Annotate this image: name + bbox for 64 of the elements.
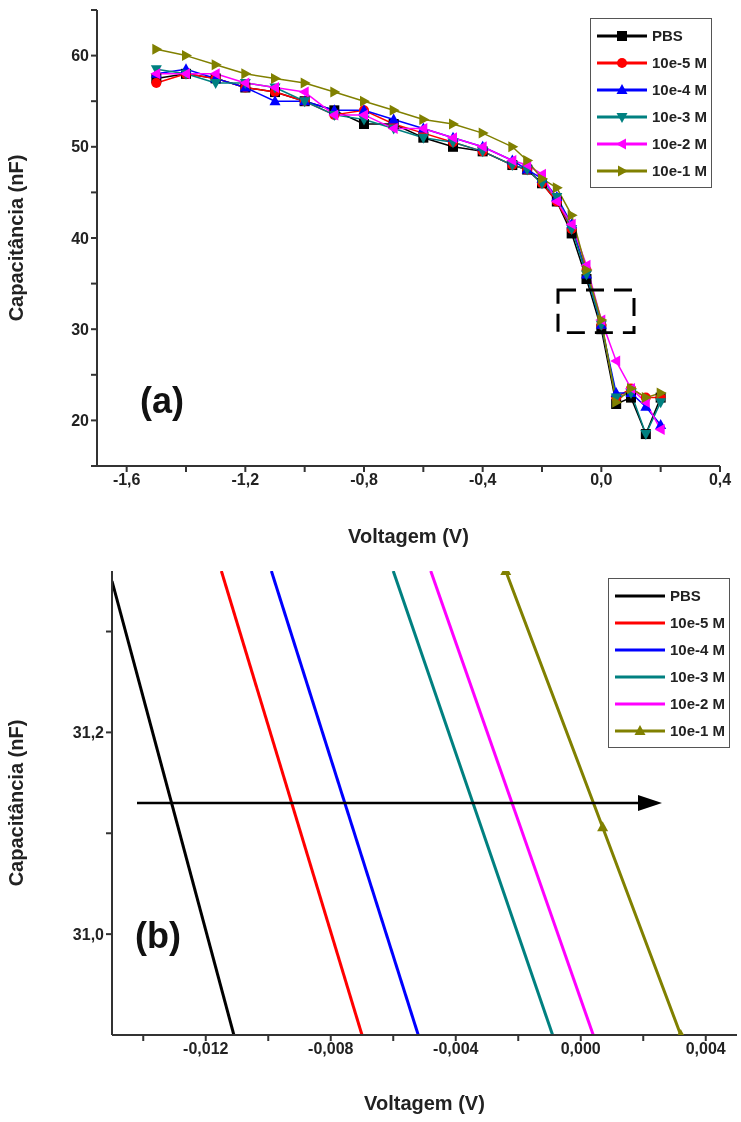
y-tick-label: 20 [71,412,90,430]
point [610,355,621,367]
x-tick-label: -0,4 [468,471,497,489]
legend-label: 10e-1 M [651,162,707,179]
point [151,77,162,88]
legend-label: 10e-3 M [651,108,707,125]
y-axis-title: Capacitância (nF) [5,719,28,887]
legend-label: 10e-4 M [669,641,725,658]
point [241,68,252,80]
x-tick-label: 0,0 [590,471,613,489]
x-tick-label: -0,8 [350,471,378,489]
point [210,78,222,89]
point [388,113,400,124]
point [152,43,163,55]
point [360,95,370,107]
legend-label: 10e-2 M [669,695,725,712]
y-tick-label: 31,0 [72,925,105,943]
point [523,154,534,166]
point [656,387,667,399]
x-tick-label: 0,4 [708,471,732,489]
point [508,141,519,153]
point [209,68,220,80]
y-axis-title: Capacitância (nF) [5,154,28,322]
x-tick-label: -0,004 [433,1040,479,1058]
point [389,104,400,116]
point [358,109,368,121]
point [298,86,309,98]
annotation: (b) [135,915,181,957]
point [269,95,281,106]
legend-label: PBS [669,587,701,604]
point [271,72,281,84]
x-tick-label: -1,6 [112,471,141,489]
legend-label: 10e-3 M [669,668,725,685]
y-tick-label: 31,2 [72,724,105,742]
point [182,50,192,62]
x-tick-label: 0,004 [685,1040,726,1058]
y-tick-label: 30 [71,320,90,338]
x-tick-label: -1,2 [231,471,260,489]
x-axis-title: Voltagem (V) [348,525,469,547]
point [300,77,311,89]
point [654,424,665,436]
legend-label: 10e-5 M [651,54,707,71]
y-tick-label: 60 [71,47,90,65]
legend-label: PBS [651,27,683,44]
legend-label: 10e-2 M [651,135,707,152]
legend-label: 10e-5 M [669,614,725,631]
x-tick-label: 0,000 [560,1040,601,1058]
point [552,182,563,194]
y-tick-label: 40 [71,229,90,247]
point [478,127,489,139]
legend-label: 10e-1 M [669,722,725,739]
y-tick-label: 50 [71,138,90,156]
x-axis-title: Voltagem (V) [364,1092,485,1114]
x-tick-label: -0,012 [183,1040,229,1058]
annotation: (a) [140,380,184,422]
point [449,118,459,130]
point [211,59,222,71]
point [419,113,430,125]
point [597,821,609,832]
point [330,86,341,98]
point [655,398,667,409]
x-tick-label: -0,008 [308,1040,354,1058]
legend-label: 10e-4 M [651,81,707,98]
point [567,209,578,221]
